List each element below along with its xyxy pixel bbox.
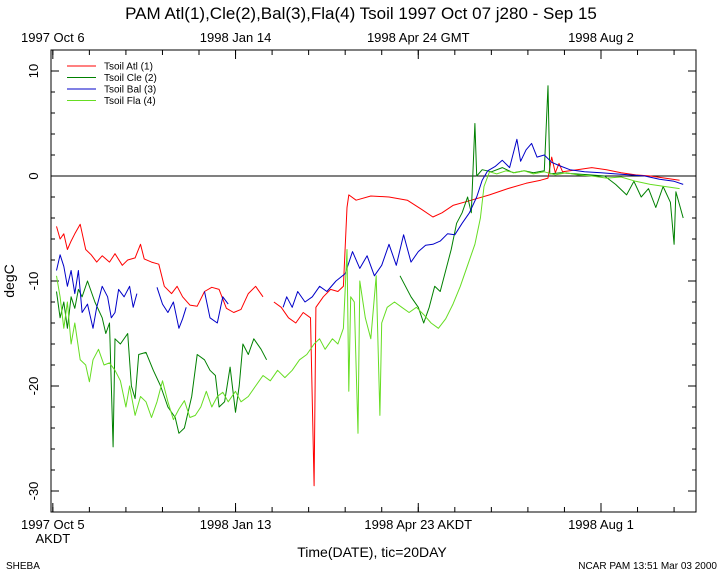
y-tick-label: -30 xyxy=(26,482,41,501)
x-tick-label-top: 1997 Oct 6 xyxy=(21,30,85,45)
y-axis: 10 0 -10 -20 -30 xyxy=(26,49,696,513)
legend-label: Tsoil Bal (3) xyxy=(104,85,156,96)
series-line xyxy=(56,138,684,329)
x-tick-label-bottom: 1998 Aug 1 xyxy=(568,517,634,532)
legend-label: Tsoil Atl (1) xyxy=(104,62,153,73)
x-tick-sublabel-bottom: AKDT xyxy=(35,531,70,546)
x-tick-label-bottom: 1997 Oct 5 xyxy=(21,517,85,532)
x-tick-label-top: 1998 Apr 24 GMT xyxy=(367,30,470,45)
x-tick-label-bottom: 1998 Apr 23 AKDT xyxy=(364,517,472,532)
chart-title: PAM Atl(1),Cle(2),Bal(3),Fla(4) Tsoil 19… xyxy=(125,4,597,23)
y-tick-label: -20 xyxy=(26,377,41,396)
y-tick-label: 10 xyxy=(26,64,41,78)
x-axis-title: Time(DATE), tic=20DAY xyxy=(297,544,447,560)
y-tick-label: -10 xyxy=(26,272,41,291)
series-line xyxy=(56,156,680,487)
y-tick-label: 0 xyxy=(26,172,41,179)
legend: Tsoil Atl (1)Tsoil Cle (2)Tsoil Bal (3)T… xyxy=(67,62,157,107)
x-tick-label-top: 1998 Aug 2 xyxy=(568,30,634,45)
legend-label: Tsoil Cle (2) xyxy=(104,73,157,84)
x-axis-top: 1997 Oct 6 1998 Jan 14 1998 Apr 24 GMT 1998… xyxy=(21,30,634,59)
footer-right: NCAR PAM 13:51 Mar 03 2000 xyxy=(578,561,717,572)
minor-tick-marks xyxy=(52,50,675,512)
x-tick-label-top: 1998 Jan 14 xyxy=(200,30,272,45)
legend-label: Tsoil Fla (4) xyxy=(104,96,156,107)
series-line xyxy=(56,170,680,434)
x-tick-label-bottom: 1998 Jan 13 xyxy=(200,517,272,532)
series-lines xyxy=(56,85,684,487)
footer-left: SHEBA xyxy=(6,561,40,572)
y-axis-title: degC xyxy=(1,264,17,297)
